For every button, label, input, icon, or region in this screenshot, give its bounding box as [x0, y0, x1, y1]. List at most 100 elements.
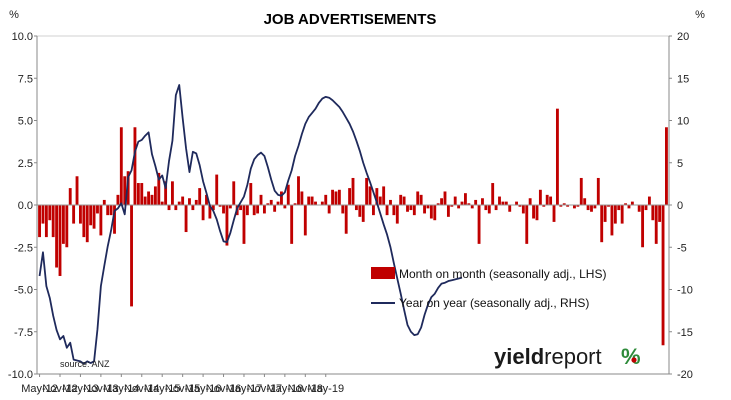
bar-month-on-month	[218, 205, 222, 207]
bar-month-on-month	[583, 198, 587, 205]
yieldreport-logo: yieldreport %	[494, 344, 641, 369]
bar-month-on-month	[222, 205, 225, 214]
left-tick-label: 7.5	[18, 73, 33, 85]
legend-swatch-month-on-month	[371, 267, 395, 279]
bar-month-on-month	[440, 198, 444, 205]
bar-month-on-month	[654, 205, 658, 244]
right-tick-label: 5	[677, 158, 683, 170]
x-tick-label: Nov-17	[247, 383, 282, 395]
bar-month-on-month	[487, 205, 491, 214]
logo-wordmark: yieldreport	[494, 344, 602, 369]
bar-month-on-month	[579, 177, 583, 205]
bar-month-on-month	[123, 176, 127, 205]
bar-month-on-month	[651, 205, 655, 221]
bar-month-on-month	[467, 203, 471, 205]
x-tick-label: Nov-18	[288, 383, 323, 395]
bar-month-on-month	[416, 191, 420, 205]
right-tick-label: 20	[677, 31, 689, 43]
bar-month-on-month	[130, 205, 133, 307]
bar-month-on-month	[171, 181, 174, 205]
bar-month-on-month	[136, 183, 140, 205]
bar-month-on-month	[552, 205, 556, 222]
x-tick-label: Nov-14	[124, 383, 159, 395]
bar-month-on-month	[494, 205, 498, 211]
bar-month-on-month	[177, 201, 181, 205]
bar-month-on-month	[528, 198, 532, 205]
bar-month-on-month	[603, 205, 607, 222]
bar-month-on-month	[208, 205, 212, 219]
x-tick-label: May-17	[226, 383, 263, 395]
bar-month-on-month	[593, 205, 597, 209]
right-tick-label: -15	[677, 327, 693, 339]
bar-month-on-month	[143, 196, 147, 205]
bar-month-on-month	[211, 205, 215, 211]
bar-month-on-month	[72, 205, 76, 224]
bar-month-on-month	[419, 194, 423, 205]
bar-month-on-month	[573, 205, 576, 209]
bar-month-on-month	[198, 188, 202, 205]
right-tick-label: 0	[677, 200, 683, 212]
bar-month-on-month	[385, 205, 389, 216]
bar-month-on-month	[184, 205, 188, 233]
bar-month-on-month	[82, 205, 86, 238]
left-tick-label: 2.5	[18, 158, 33, 170]
bar-month-on-month	[515, 201, 518, 205]
bar-month-on-month	[106, 205, 110, 216]
left-axis-unit: %	[9, 9, 19, 21]
bar-month-on-month	[334, 191, 338, 205]
bar-month-on-month	[641, 205, 645, 248]
bar-month-on-month	[297, 176, 300, 205]
bar-month-on-month	[491, 183, 495, 205]
bar-month-on-month	[157, 172, 161, 205]
bar-month-on-month	[586, 205, 590, 211]
bar-month-on-month	[637, 205, 641, 212]
bar-month-on-month	[457, 205, 461, 209]
bar-month-on-month	[116, 194, 120, 205]
logo-dot	[631, 357, 637, 363]
bar-month-on-month	[532, 205, 535, 219]
bar-month-on-month	[395, 205, 399, 224]
right-tick-label: 10	[677, 116, 689, 128]
bar-month-on-month	[119, 127, 123, 205]
bar-month-on-month	[426, 205, 430, 209]
bar-month-on-month	[501, 201, 505, 205]
bar-month-on-month	[293, 203, 297, 205]
bar-month-on-month	[617, 205, 621, 211]
bar-month-on-month	[259, 194, 263, 205]
left-tick-label: 10.0	[12, 31, 33, 43]
bar-month-on-month	[549, 196, 553, 205]
left-tick-label: -10.0	[8, 369, 33, 381]
bar-month-on-month	[150, 194, 154, 205]
bar-month-on-month	[647, 196, 651, 205]
bar-month-on-month	[484, 205, 488, 211]
chart-title: JOB ADVERTISEMENTS	[264, 11, 437, 28]
bar-series-month-on-month	[38, 108, 668, 346]
bar-month-on-month	[99, 205, 103, 236]
bar-month-on-month	[590, 205, 593, 212]
bar-month-on-month	[368, 186, 372, 205]
bar-month-on-month	[538, 189, 542, 205]
bar-month-on-month	[324, 194, 328, 205]
bar-month-on-month	[252, 205, 256, 216]
bar-month-on-month	[249, 183, 253, 205]
bar-month-on-month	[446, 205, 450, 217]
bar-month-on-month	[102, 199, 106, 205]
bar-month-on-month	[286, 184, 290, 205]
bar-month-on-month	[450, 205, 454, 207]
bar-month-on-month	[566, 205, 570, 207]
bar-month-on-month	[535, 205, 539, 221]
bar-month-on-month	[382, 186, 386, 205]
bar-month-on-month	[89, 205, 93, 226]
right-tick-label: 15	[677, 73, 689, 85]
bar-month-on-month	[665, 127, 668, 205]
bar-month-on-month	[201, 205, 205, 221]
bar-month-on-month	[61, 205, 65, 244]
bar-month-on-month	[600, 205, 604, 243]
bar-month-on-month	[389, 199, 392, 205]
bar-month-on-month	[337, 189, 341, 205]
source-note: source: ANZ	[60, 359, 110, 369]
bar-month-on-month	[412, 205, 416, 216]
bar-month-on-month	[290, 205, 294, 244]
logo-percent-mark: %	[621, 344, 641, 369]
